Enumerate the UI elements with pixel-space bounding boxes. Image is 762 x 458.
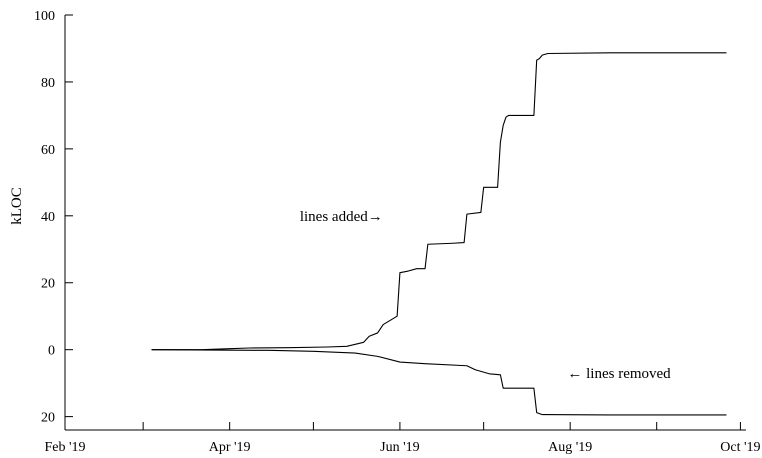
y-tick-label: 20 xyxy=(41,411,55,426)
series-group xyxy=(151,52,727,416)
axes xyxy=(64,15,746,431)
y-tick-label: 0 xyxy=(48,344,55,359)
x-tick-label: Feb '19 xyxy=(44,440,85,455)
annotation-label: ← lines removed xyxy=(567,366,671,382)
y-tick-label: 60 xyxy=(41,143,55,158)
ticks: 20 0 20 40 60 80 100 Feb '19 Apr '19 Jun '19 Aug '… xyxy=(34,9,761,455)
series-line-removed xyxy=(151,349,727,416)
x-tick-label: Oct '19 xyxy=(720,440,760,455)
y-tick-label: 40 xyxy=(41,210,55,225)
y-axis-label: kLOC xyxy=(9,187,25,225)
x-tick-label: Apr '19 xyxy=(209,440,251,455)
annotations: lines added→ ← lines removed xyxy=(300,209,671,382)
y-tick-label: 20 xyxy=(41,277,55,292)
y-tick-label: 80 xyxy=(41,76,55,91)
series-line-added xyxy=(151,52,727,351)
y-tick-label: 100 xyxy=(34,9,55,24)
x-tick-label: Jun '19 xyxy=(380,440,419,455)
annotation-label: lines added→ xyxy=(300,209,383,225)
x-tick-label: Aug '19 xyxy=(548,440,592,455)
